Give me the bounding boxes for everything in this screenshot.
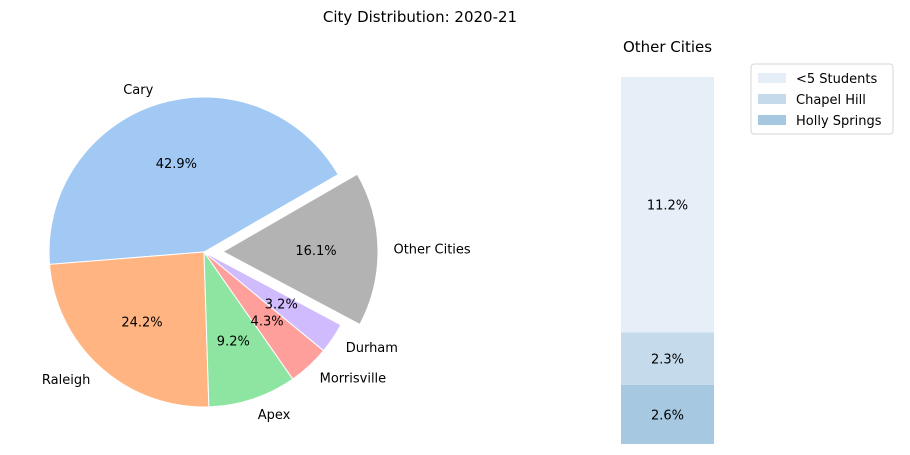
pie-chart-title: City Distribution: 2020-21 — [323, 8, 517, 26]
legend-swatch-chapel-hill — [758, 94, 786, 104]
bar-segment-holly-springs — [621, 384, 714, 444]
bar-value-label-chapel-hill: 2.3% — [651, 353, 684, 368]
legend-swatch-holly-springs — [758, 115, 786, 125]
pie-label-raleigh: Raleigh — [42, 373, 90, 388]
pie-chart: Cary 42.9% Raleigh 24.2% Apex 9.2% Morrisville… — [42, 83, 471, 423]
pie-slice-raleigh — [48, 251, 210, 408]
legend-swatch-5-students — [758, 73, 786, 83]
pie-slice-cary — [48, 96, 339, 265]
bar-value-label-holly-springs: 2.6% — [651, 408, 684, 423]
legend-label-5-students: <5 Students — [796, 72, 877, 87]
bar-segment-5-students — [621, 77, 714, 333]
pie-label-apex: Apex — [258, 408, 291, 423]
pie-value-label-cary: 42.9% — [156, 157, 197, 172]
pie-value-label-durham: 3.2% — [265, 298, 298, 313]
stacked-bar-chart: 2.6% 2.3% 11.2% — [621, 77, 714, 444]
legend-label-holly-springs: Holly Springs — [796, 114, 882, 129]
legend-frame — [750, 63, 894, 135]
bar-segment-chapel-hill — [621, 332, 714, 385]
pie-slice-durham — [203, 251, 342, 352]
pie-label-other-cities: Other Cities — [393, 243, 470, 258]
pie-label-cary: Cary — [123, 83, 153, 98]
pie-label-durham: Durham — [346, 341, 398, 356]
pie-value-label-apex: 9.2% — [217, 334, 250, 349]
legend: <5 Students Chapel Hill Holly Springs — [750, 63, 894, 135]
pie-value-label-raleigh: 24.2% — [121, 315, 162, 330]
bar-chart-title: Other Cities — [623, 38, 712, 56]
pie-label-morrisville: Morrisville — [320, 371, 387, 386]
pie-slice-other-cities — [221, 173, 379, 326]
bar-value-label-5-students: 11.2% — [647, 199, 688, 214]
legend-label-chapel-hill: Chapel Hill — [796, 93, 866, 108]
pie-value-label-morrisville: 4.3% — [251, 314, 284, 329]
pie-slice-apex — [203, 250, 294, 408]
pie-value-label-other-cities: 16.1% — [295, 244, 336, 259]
